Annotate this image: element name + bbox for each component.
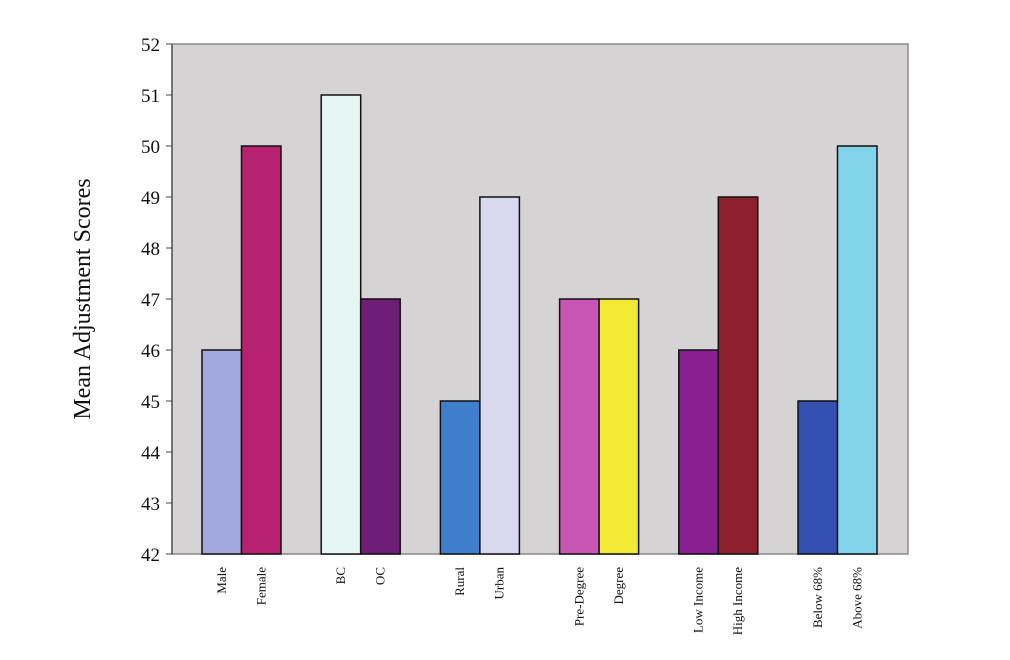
y-axis-ticks: 42 43 44 45 46 47 48 49 50 51 52 xyxy=(141,35,172,566)
category-label: Rural xyxy=(452,567,467,596)
plot-area xyxy=(171,43,909,555)
category-label: Urban xyxy=(492,567,507,600)
bar xyxy=(678,349,720,555)
y-axis-title: Mean Adjustment Scores xyxy=(70,178,96,419)
y-tick-label: 51 xyxy=(141,86,160,107)
category-label: Above 68% xyxy=(849,567,864,629)
y-tick-label: 43 xyxy=(141,494,160,515)
y-tick-label: 47 xyxy=(141,290,160,311)
bar xyxy=(320,94,362,555)
bar xyxy=(836,145,878,555)
category-label: Male xyxy=(214,567,229,594)
bar xyxy=(598,298,640,555)
y-tick-label: 50 xyxy=(141,137,160,158)
y-tick-label: 52 xyxy=(141,35,160,56)
bar xyxy=(439,400,481,555)
category-label: Pre-Degree xyxy=(571,567,586,626)
bar xyxy=(479,196,521,555)
bar xyxy=(717,196,759,555)
category-label: High Income xyxy=(730,567,745,635)
category-label: Low Income xyxy=(691,567,706,633)
y-tick-label: 44 xyxy=(141,443,161,464)
y-tick-label: 48 xyxy=(141,239,160,260)
category-label: OC xyxy=(372,567,387,585)
category-label: Degree xyxy=(611,567,626,605)
bar xyxy=(240,145,282,555)
bars xyxy=(201,94,878,555)
bar xyxy=(201,349,243,555)
category-label: Female xyxy=(253,567,268,605)
category-label: Below 68% xyxy=(810,567,825,628)
y-tick-label: 42 xyxy=(141,545,160,566)
bar xyxy=(797,400,839,555)
y-tick-label: 49 xyxy=(141,188,160,209)
category-labels: Male Female BC OC Rural Urban Pre-Degree Degree… xyxy=(214,567,865,636)
y-tick-label: 46 xyxy=(141,341,160,362)
category-label: BC xyxy=(333,567,348,584)
y-tick-label: 45 xyxy=(141,392,160,413)
bar xyxy=(558,298,600,555)
bar xyxy=(359,298,401,555)
